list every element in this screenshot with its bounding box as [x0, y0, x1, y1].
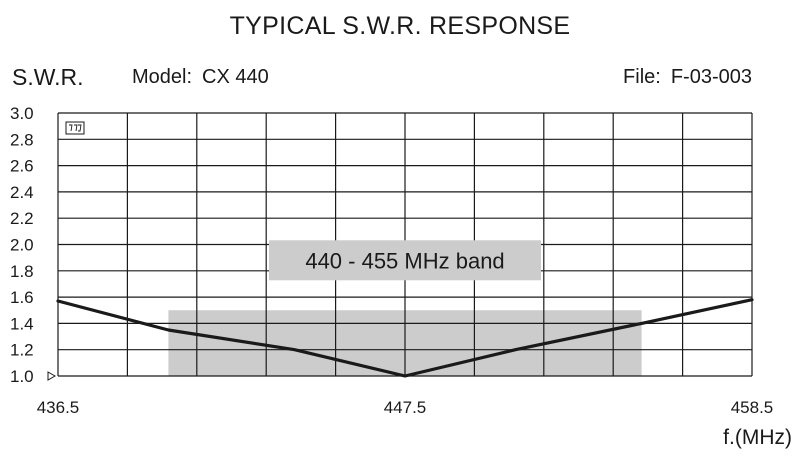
y-axis-label: S.W.R.: [12, 64, 84, 90]
x-tick-label: 447.5: [384, 398, 427, 417]
x-axis-label: f.(MHz): [723, 426, 792, 449]
y-tick-label: 1.0: [10, 367, 34, 386]
y-tick-label: 2.4: [10, 183, 34, 202]
swr-curve: [56, 298, 754, 378]
logo-mark: [65, 121, 85, 135]
y-tick-label: 1.6: [10, 288, 34, 307]
x-tick-label: 458.5: [731, 398, 774, 417]
band-label-box: [269, 240, 541, 281]
chart-title: TYPICAL S.W.R. RESPONSE: [229, 12, 571, 40]
model-info: Model: CX 440: [132, 66, 269, 89]
band-label: 440 - 455 MHz band: [305, 248, 504, 273]
file-info: File: F-03-003: [623, 66, 752, 89]
y-tick-label: 2.8: [10, 130, 34, 149]
y-tick-label: 2.2: [10, 209, 34, 228]
y-tick-label: 2.6: [10, 157, 34, 176]
model-value: CX 440: [202, 66, 269, 88]
file-label: File:: [623, 66, 661, 88]
y-tick-label: 3.0: [10, 104, 34, 123]
origin-marker: [47, 371, 57, 381]
series-layer: [56, 298, 754, 378]
label-layer: 1.0 1.2 1.4 1.6 1.8 2.0 2.2 2.4 2.6 2.8 3.0 436.5 44…: [10, 104, 792, 449]
x-tick-label: 436.5: [37, 398, 80, 417]
y-tick-label: 1.8: [10, 262, 34, 281]
file-value: F-03-003: [670, 66, 752, 88]
y-tick-label: 1.2: [10, 341, 34, 360]
y-tick-label: 2.0: [10, 236, 34, 255]
model-label: Model:: [132, 66, 193, 88]
y-tick-label: 1.4: [10, 314, 34, 333]
